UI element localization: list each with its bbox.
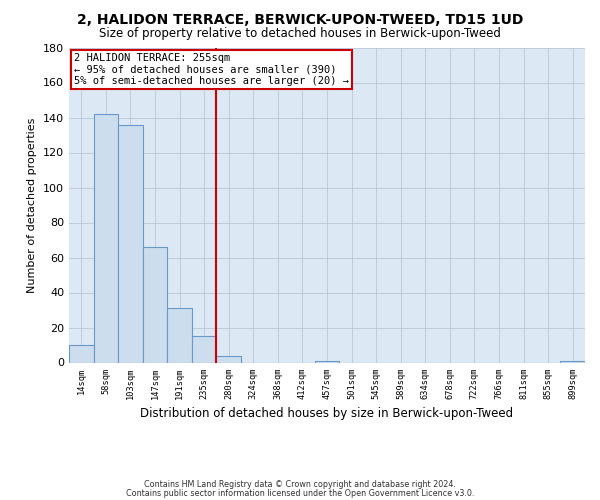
X-axis label: Distribution of detached houses by size in Berwick-upon-Tweed: Distribution of detached houses by size … <box>140 407 514 420</box>
Text: 2, HALIDON TERRACE, BERWICK-UPON-TWEED, TD15 1UD: 2, HALIDON TERRACE, BERWICK-UPON-TWEED, … <box>77 12 523 26</box>
Bar <box>560 361 585 362</box>
Text: 2 HALIDON TERRACE: 255sqm
← 95% of detached houses are smaller (390)
5% of semi-: 2 HALIDON TERRACE: 255sqm ← 95% of detac… <box>74 52 349 86</box>
Bar <box>69 345 94 362</box>
Bar <box>315 361 339 362</box>
Bar <box>118 124 143 362</box>
Bar <box>94 114 118 362</box>
Text: Contains HM Land Registry data © Crown copyright and database right 2024.: Contains HM Land Registry data © Crown c… <box>144 480 456 489</box>
Text: Size of property relative to detached houses in Berwick-upon-Tweed: Size of property relative to detached ho… <box>99 28 501 40</box>
Text: Contains public sector information licensed under the Open Government Licence v3: Contains public sector information licen… <box>126 488 474 498</box>
Bar <box>192 336 217 362</box>
Bar <box>167 308 192 362</box>
Bar <box>143 247 167 362</box>
Bar <box>217 356 241 362</box>
Y-axis label: Number of detached properties: Number of detached properties <box>28 118 37 292</box>
